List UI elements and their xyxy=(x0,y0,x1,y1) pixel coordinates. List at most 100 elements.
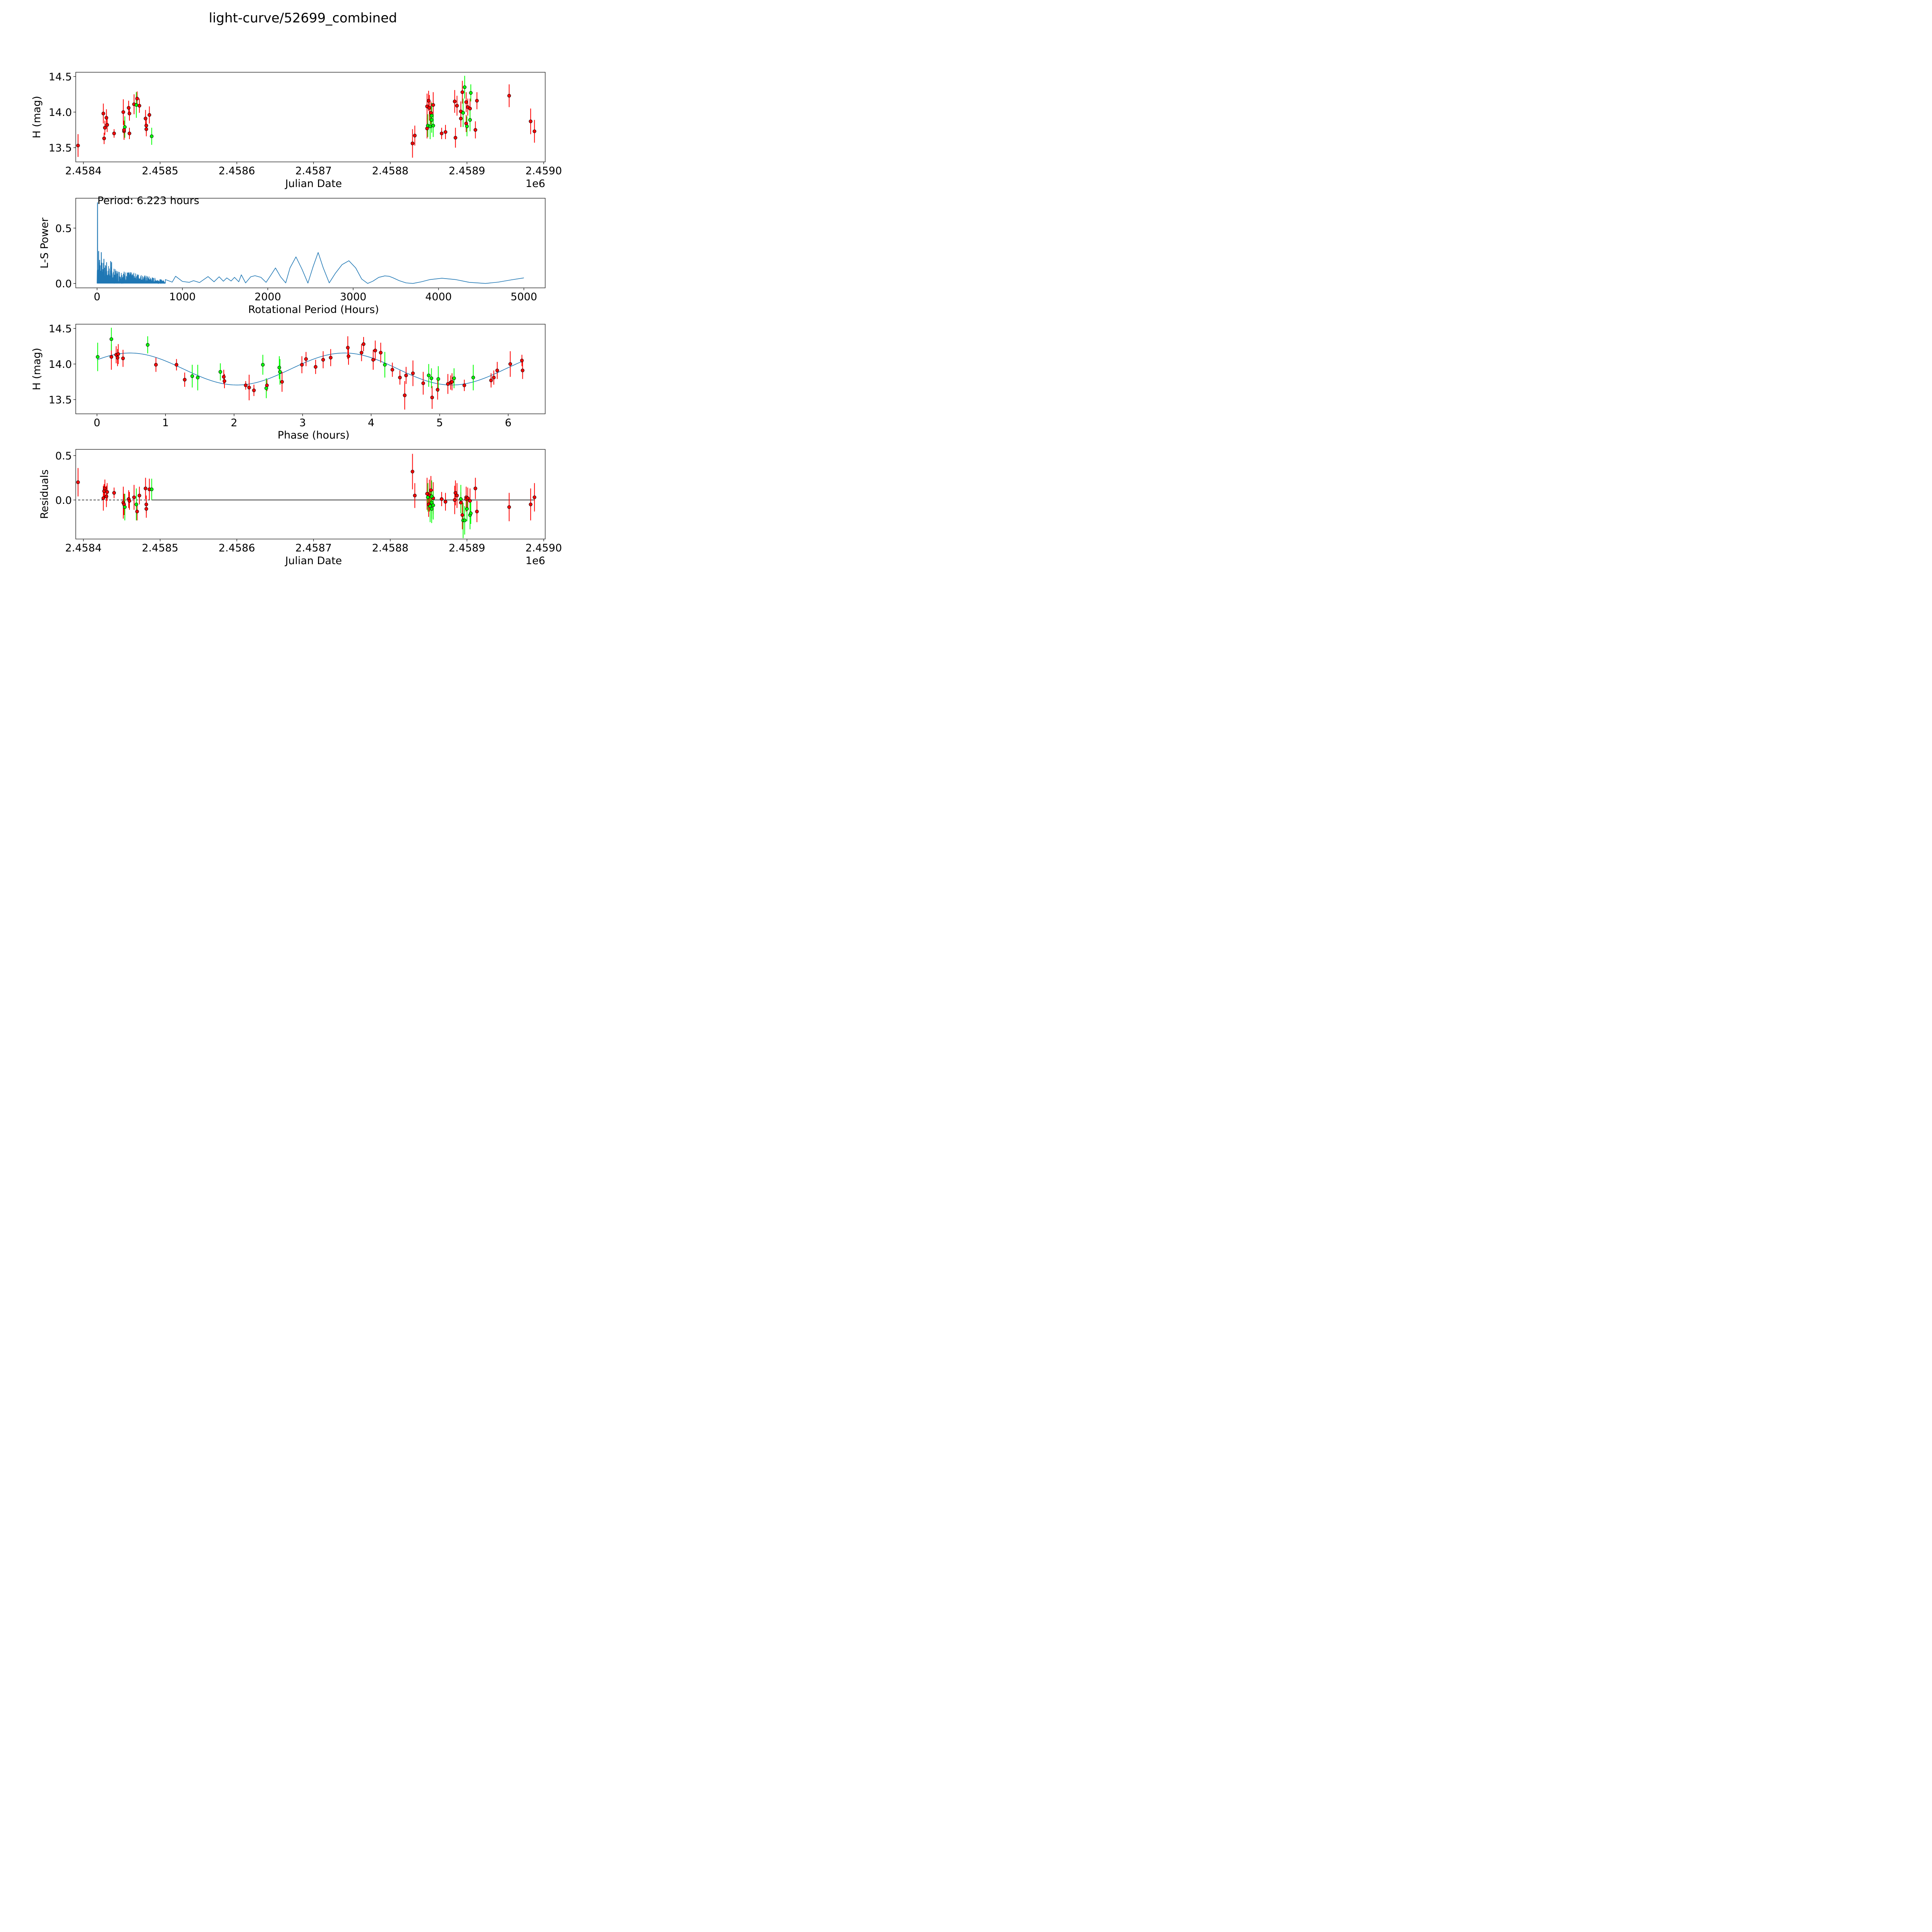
data-point-green xyxy=(109,337,113,341)
data-point-red xyxy=(410,469,415,474)
axes-frame xyxy=(75,449,546,539)
data-point-red xyxy=(116,352,120,356)
data-point-red xyxy=(520,368,525,372)
data-point-red xyxy=(329,355,333,360)
data-point-red xyxy=(359,350,364,355)
data-point-red xyxy=(430,395,434,400)
x-tick-label: 4 xyxy=(368,417,374,429)
data-point-red xyxy=(104,495,109,498)
x-tick-label: 0 xyxy=(94,417,100,429)
data-point-green xyxy=(264,386,268,390)
x-tick-label: 2.4586 xyxy=(219,542,255,554)
panel-residuals: 2.4584 2.4585 2.4586 2.4587 2.4588 2.4589 2.45… xyxy=(39,449,562,567)
data-point-red xyxy=(121,110,125,114)
data-point-red xyxy=(103,126,107,130)
data-point-red xyxy=(508,362,512,366)
data-point-red xyxy=(183,378,187,382)
data-point-red xyxy=(532,495,536,499)
y-tick-label: 14.0 xyxy=(49,359,72,371)
data-point-green xyxy=(123,125,127,129)
data-point-green xyxy=(196,376,200,379)
data-point-red xyxy=(411,371,415,375)
y-tick-label: 14.0 xyxy=(49,107,72,119)
data-point-red xyxy=(116,355,119,360)
x-tick-label: 2.4586 xyxy=(219,165,255,177)
data-point-red xyxy=(128,499,131,503)
data-point-red xyxy=(427,99,430,103)
axes-frame xyxy=(75,324,546,414)
data-point-green xyxy=(468,118,472,122)
x-tick-label: 2.4584 xyxy=(65,165,102,177)
data-point-red xyxy=(453,99,457,104)
data-point-red xyxy=(473,128,478,132)
x-axis-label: Rotational Period (Hours) xyxy=(248,304,379,316)
data-point-red xyxy=(105,123,109,127)
data-point-red xyxy=(138,493,141,498)
data-point-green xyxy=(469,91,473,95)
data-point-red xyxy=(507,505,511,509)
data-point-red xyxy=(444,500,447,504)
data-point-red xyxy=(529,119,532,123)
y-tick-label: 13.5 xyxy=(49,394,72,406)
data-point-green xyxy=(218,370,222,374)
x-axis-label: Phase (hours) xyxy=(277,429,349,441)
x-tick-label: 2.4589 xyxy=(449,542,485,554)
data-point-green xyxy=(383,363,387,367)
data-point-red xyxy=(475,99,479,103)
x-tick-label: 2.4585 xyxy=(142,542,178,554)
figure-title: light-curve/52699_combined xyxy=(209,10,397,26)
x-axis-label: Julian Date xyxy=(284,555,342,567)
data-point-green xyxy=(428,124,432,128)
data-point-red xyxy=(121,356,125,361)
data-point-red xyxy=(135,97,139,100)
plot-area-residuals xyxy=(76,454,536,538)
y-axis-label: H (mag) xyxy=(31,348,43,390)
data-point-red xyxy=(453,498,457,502)
data-point-green xyxy=(96,355,100,359)
period-annotation: Period: 6.223 hours xyxy=(97,195,199,207)
data-point-red xyxy=(507,94,511,98)
data-point-red xyxy=(455,104,459,108)
x-tick-label: 2.4588 xyxy=(372,542,408,554)
y-tick-label: 14.5 xyxy=(49,323,72,335)
data-point-red xyxy=(413,134,417,138)
data-point-red xyxy=(304,357,308,361)
data-point-red xyxy=(390,368,395,372)
data-point-red xyxy=(373,349,377,352)
data-point-red xyxy=(300,363,304,367)
data-point-red xyxy=(489,378,493,383)
x-tick-label: 6 xyxy=(505,417,512,429)
data-point-green xyxy=(436,377,440,381)
data-point-green xyxy=(134,502,138,507)
y-tick-label: 13.5 xyxy=(49,142,72,154)
data-point-red xyxy=(429,488,433,492)
data-point-red xyxy=(223,379,226,383)
data-point-green xyxy=(459,497,463,501)
data-point-red xyxy=(76,143,80,148)
y-axis-label: Residuals xyxy=(39,469,51,519)
data-point-red xyxy=(435,388,440,392)
data-point-green xyxy=(123,505,127,509)
x-tick-label: 1 xyxy=(162,417,169,429)
data-point-red xyxy=(128,112,131,116)
data-point-green xyxy=(465,507,469,511)
data-point-green xyxy=(452,376,456,380)
data-point-green xyxy=(277,366,281,370)
x-tick-label: 2.4587 xyxy=(295,165,332,177)
data-point-green xyxy=(261,363,265,367)
y-axis-label: H (mag) xyxy=(31,96,43,138)
data-point-red xyxy=(371,358,375,362)
data-point-red xyxy=(463,383,466,388)
y-tick-label: 0.5 xyxy=(55,450,72,462)
data-point-green xyxy=(431,124,435,128)
data-point-green xyxy=(134,103,138,107)
x-axis-label: Julian Date xyxy=(284,178,342,190)
data-point-red xyxy=(459,116,463,121)
data-point-red xyxy=(495,368,499,372)
data-point-green xyxy=(469,511,473,515)
model-fit-line xyxy=(97,352,522,386)
data-point-red xyxy=(321,358,325,362)
data-point-green xyxy=(430,114,434,118)
y-tick-label: 0.0 xyxy=(55,278,72,290)
plot-area-lightcurve xyxy=(76,76,536,158)
